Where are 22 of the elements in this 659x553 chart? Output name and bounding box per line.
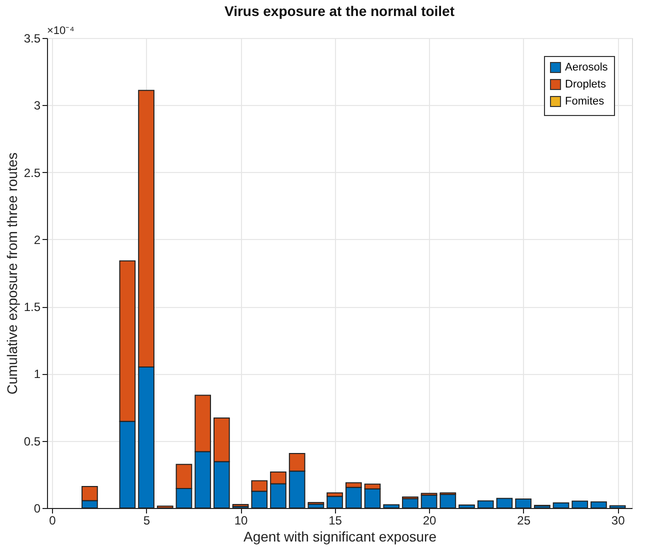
x-tick-label: 15 [328, 514, 342, 528]
y-tick-label: 1 [34, 367, 41, 382]
x-tick-label: 20 [422, 514, 437, 528]
chart-title: Virus exposure at the normal toilet [224, 3, 455, 19]
legend-label: Fomites [565, 96, 605, 108]
y-tick-label: 3 [34, 98, 41, 113]
y-tick-label: 3.5 [24, 32, 41, 46]
y-tick-label: 2.5 [24, 166, 41, 180]
text: ×10⁻⁴ [47, 25, 75, 37]
x-axis-title: Agent with significant exposure [244, 528, 437, 544]
y-tick-label: 1.5 [24, 300, 41, 314]
legend-label: Droplets [565, 78, 606, 90]
x-tick-label: 5 [143, 514, 150, 528]
x-tick-label: 30 [611, 514, 626, 528]
y-tick-label: 0 [34, 502, 41, 516]
x-tick-label: 10 [234, 514, 248, 528]
x-tick-label: 25 [517, 514, 531, 528]
y-tick-label: 0.5 [24, 434, 41, 448]
y-tick-label: 2 [34, 232, 41, 247]
x-tick-label: 0 [49, 514, 56, 528]
legend-label: Aerosols [565, 62, 608, 74]
y-axis-title: Cumulative exposure from three routes [4, 152, 20, 394]
